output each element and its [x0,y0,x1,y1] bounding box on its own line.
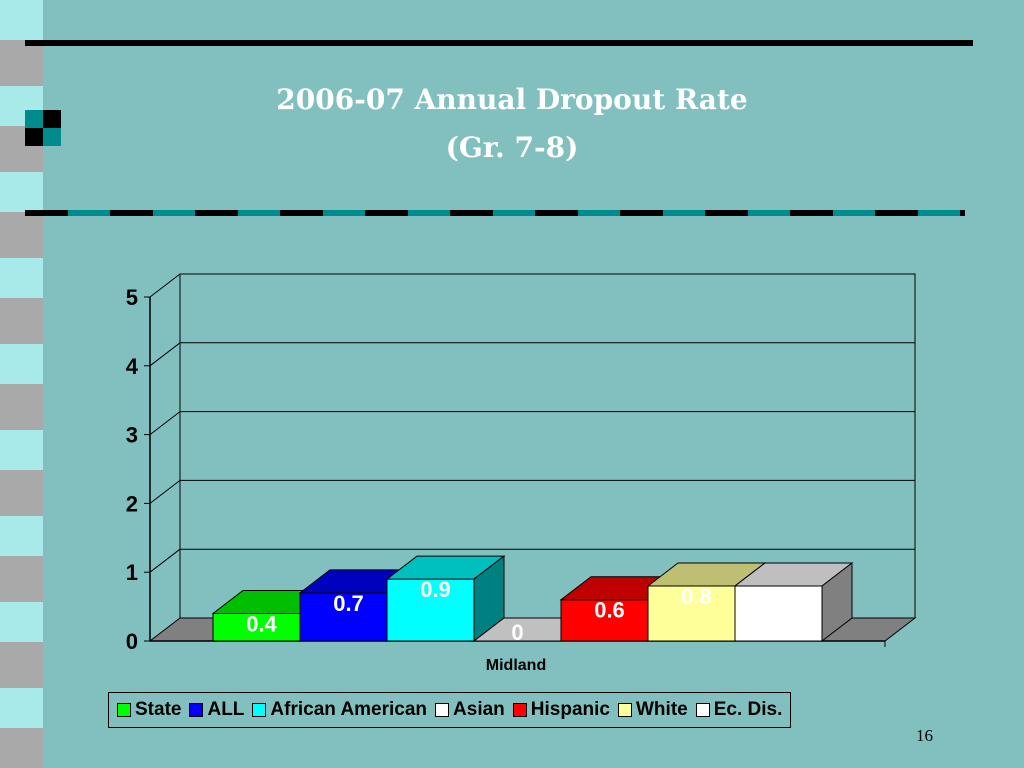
legend-item: State [117,699,181,721]
bar-front [386,578,475,642]
top-rule [25,40,973,46]
page-number: 16 [916,726,933,745]
legend-swatch [618,703,632,717]
bar-side [821,561,853,643]
legend-swatch [189,703,204,717]
data-label: 0.9 [420,577,451,602]
bar-chart: 0 1 2 3 4 5 Midland 0.4 0.7 0.9 0 0.6 0.8 0.8 [126,273,917,674]
gridline-diagonal [149,480,181,504]
dashed-rule [25,210,965,216]
corner-square-icon [25,110,61,146]
y-tick-label: 5 [126,285,138,310]
bar-ec-dis- [733,561,854,643]
legend-item: Ec. Dis. [695,699,783,721]
legend-swatch [695,703,710,717]
legend-item: Asian [435,699,505,721]
legend-label: ALL [207,699,245,720]
y-tick-label: 1 [126,560,138,585]
legend-swatch [117,703,131,717]
gridline-diagonal [149,342,181,367]
bar-african-american [385,555,506,643]
gridline-diagonal [149,548,181,573]
y-tick-label: 0 [126,629,138,654]
legend-label: African American [270,699,428,720]
bar-front [299,592,388,642]
data-label: 0 [511,620,523,645]
bar-front [212,612,301,642]
legend-label: State [135,699,182,720]
gridline-diagonal [149,273,181,298]
legend-label: Ec. Dis. [713,699,783,720]
title-line-2: (Gr. 7-8) [445,131,579,164]
legend-item: African American [252,699,427,721]
chart-legend: State ALL African American Asian Hispanic Whi… [108,692,792,728]
data-label: 0.7 [333,591,364,616]
legend-label: Asian [453,699,505,720]
gridline-diagonal [149,411,181,435]
legend-label: Hispanic [530,699,610,720]
data-label: 0.8 [768,584,799,609]
y-tick-label: 4 [126,354,139,379]
legend-item: White [618,699,688,721]
legend-swatch [252,703,267,717]
y-tick-label: 2 [126,491,138,516]
legend-item: ALL [189,699,244,721]
slide-title: 2006-07 Annual Dropout Rate (Gr. 7-8) [0,76,1024,172]
data-label: 0.8 [681,584,712,609]
bar-front [560,599,649,642]
legend-swatch [512,703,527,717]
y-tick-label: 3 [126,423,138,448]
data-label: 0.4 [246,611,277,636]
legend-label: White [636,699,688,720]
data-label: 0.6 [594,598,625,623]
legend-item: Hispanic [512,699,610,721]
title-line-1: 2006-07 Annual Dropout Rate [276,83,748,116]
x-category-label: Midland [486,657,546,674]
legend-swatch [435,703,450,717]
